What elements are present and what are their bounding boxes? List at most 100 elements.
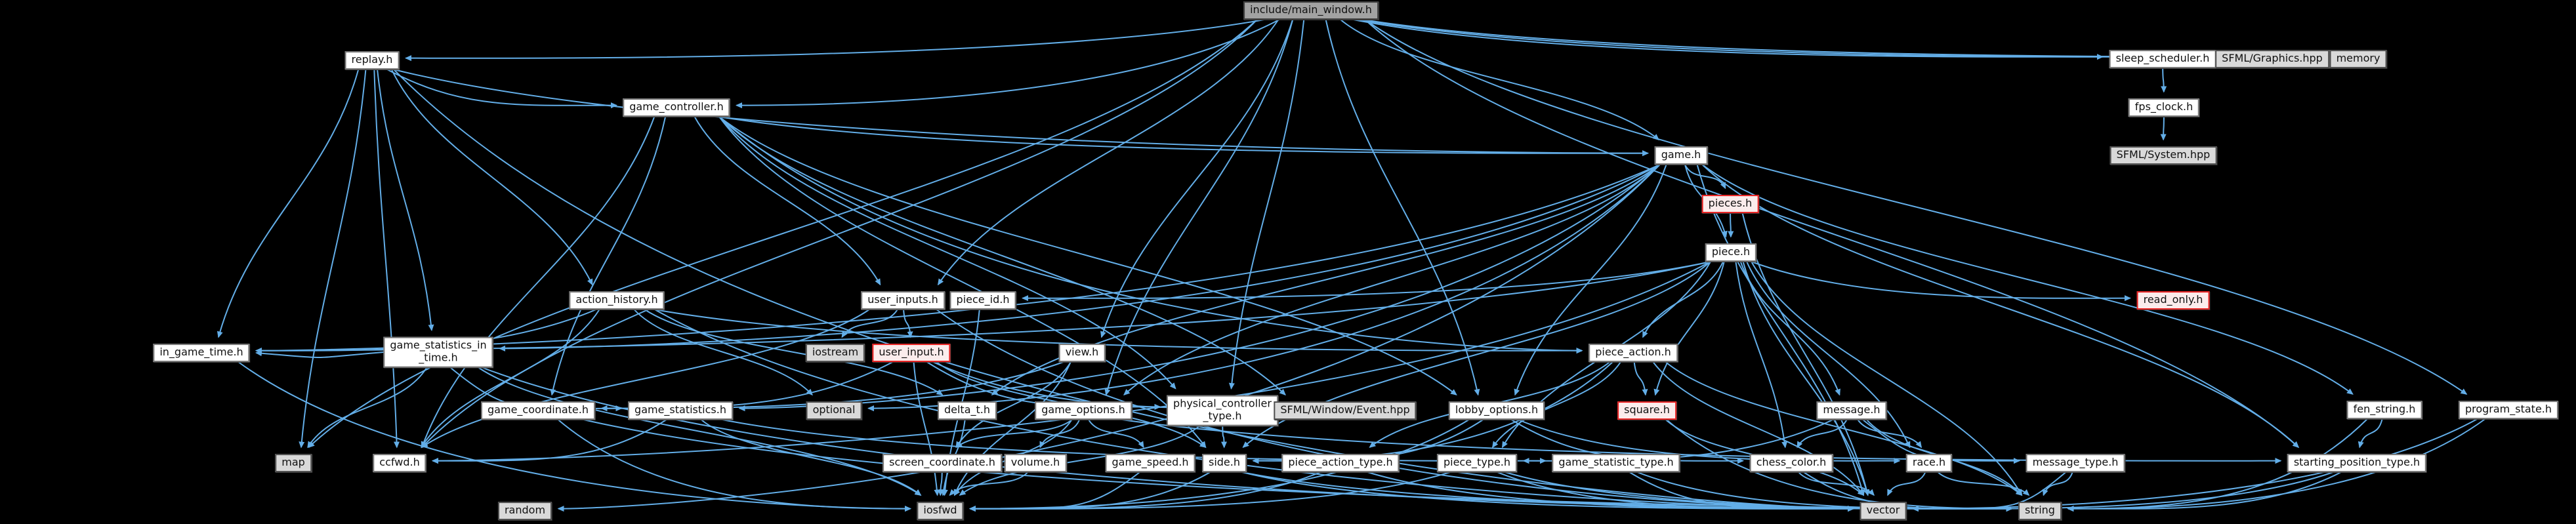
edge-action_history-to-piece_action — [654, 309, 1583, 354]
edge-main_window-to-game_options — [1104, 19, 1294, 396]
edge-starting_position_type-to-vector — [1912, 472, 2334, 512]
edge-screen_coordinate-to-iosfwd — [937, 472, 944, 496]
graph-node-action_history[interactable]: action_history.h — [569, 291, 665, 310]
edge-game_options-to-game_speed — [1088, 419, 1144, 449]
edge-replay-to-in_game_time — [217, 69, 360, 338]
edge-piece-to-square — [1653, 261, 1725, 396]
edge-physical_controller_type-to-iosfwd — [959, 425, 1201, 496]
graph-node-memory: memory — [2329, 50, 2387, 68]
edge-game_controller-to-ccfwd — [421, 116, 655, 449]
graph-node-game_controller[interactable]: game_controller.h — [623, 98, 730, 117]
edge-user_input-to-iosfwd — [913, 361, 940, 496]
edge-game_statistics_in_time-to-in_game_time — [255, 350, 384, 359]
graph-node-view[interactable]: view.h — [1058, 344, 1106, 362]
graph-node-pieces[interactable]: pieces.h — [1701, 195, 1759, 213]
graph-node-piece_action_type[interactable]: piece_action_type.h — [1281, 454, 1400, 472]
edge-replay-to-game_statistics_in_time — [377, 69, 434, 331]
edge-action_history-to-ccfwd — [421, 309, 600, 449]
edge-game-to-in_game_time — [255, 164, 1661, 354]
edge-game_coordinate-to-iosfwd — [558, 419, 911, 512]
edge-replay-to-map — [299, 69, 367, 449]
edge-main_window-to-lobby_options — [1325, 19, 1480, 396]
edge-game_controller-to-game_coordinate — [550, 116, 667, 396]
graph-node-game_speed[interactable]: game_speed.h — [1105, 454, 1195, 472]
graph-node-game_statistics_in_time[interactable]: game_statistics_in _time.h — [383, 336, 493, 368]
edge-main_window-to-game — [1340, 19, 1660, 140]
graph-node-program_state[interactable]: program_state.h — [2458, 401, 2559, 419]
graph-node-user_input[interactable]: user_input.h — [872, 344, 951, 362]
graph-node-fen_string[interactable]: fen_string.h — [2346, 401, 2422, 419]
graph-node-game[interactable]: game.h — [1654, 146, 1708, 165]
graph-node-sleep_scheduler[interactable]: sleep_scheduler.h — [2109, 50, 2216, 68]
graph-node-chess_color[interactable]: chess_color.h — [1749, 454, 1833, 472]
graph-node-read_only[interactable]: read_only.h — [2136, 291, 2210, 310]
graph-node-race[interactable]: race.h — [1905, 454, 1953, 472]
graph-node-side[interactable]: side.h — [1201, 454, 1247, 472]
edge-message_type-to-string — [2042, 472, 2073, 496]
edge-chess_color-to-vector — [1798, 472, 1875, 496]
graph-node-game_statistic_type[interactable]: game_statistic_type.h — [1552, 454, 1680, 472]
graph-node-ccfwd[interactable]: ccfwd.h — [373, 454, 426, 472]
graph-node-replay[interactable]: replay.h — [344, 51, 400, 70]
graph-node-message[interactable]: message.h — [1816, 401, 1887, 420]
graph-node-piece_id[interactable]: piece_id.h — [949, 291, 1016, 310]
edge-game-to-starting_position_type — [1701, 164, 2300, 449]
graph-node-sfml_graphics: SFML/Graphics.hpp — [2215, 50, 2329, 68]
graph-node-piece_action[interactable]: piece_action.h — [1589, 344, 1678, 362]
edge-fen_string-to-starting_position_type — [2358, 418, 2383, 449]
edge-piece-to-ccfwd — [432, 261, 1711, 464]
edge-replay-to-game — [393, 69, 1649, 157]
graph-node-piece_type[interactable]: piece_type.h — [1436, 454, 1518, 472]
graph-node-delta_t[interactable]: delta_t.h — [937, 401, 997, 420]
edge-main_window-to-sleep_scheduler — [1353, 19, 2104, 60]
graph-node-lobby_options[interactable]: lobby_options.h — [1448, 401, 1545, 420]
graph-node-in_game_time[interactable]: in_game_time.h — [153, 344, 250, 362]
edge-lobby_options-to-race — [1518, 419, 1901, 464]
edge-game-to-game_options — [1123, 164, 1661, 396]
graph-node-user_inputs[interactable]: user_inputs.h — [861, 291, 945, 310]
edge-action_history-to-delta_t — [644, 309, 944, 395]
edge-main_window-to-view — [1100, 19, 1294, 338]
edge-game_statistics-to-ccfwd — [432, 419, 667, 464]
edge-game_controller-to-lobby_options — [718, 116, 1457, 395]
graph-node-message_type[interactable]: message_type.h — [2025, 454, 2125, 472]
graph-node-iostream: iostream — [805, 344, 865, 362]
edge-piece_type-to-iosfwd — [969, 472, 1451, 512]
edge-volume-to-iosfwd — [949, 472, 1029, 496]
graph-node-game_statistics[interactable]: game_statistics.h — [628, 401, 733, 420]
edge-game-to-game_statistics_in_time — [499, 164, 1661, 352]
edge-physical_controller_type-to-side — [1221, 426, 1228, 449]
edge-main_window-to-game_controller — [736, 19, 1280, 109]
graph-node-game_options[interactable]: game_options.h — [1035, 401, 1132, 420]
edge-user_inputs-to-user_input — [903, 309, 913, 338]
edge-race-to-string — [1937, 472, 2030, 496]
edge-game_controller-to-sfml_event — [718, 116, 1286, 396]
edge-game-to-optional — [867, 164, 1661, 412]
graph-node-piece[interactable]: piece.h — [1705, 243, 1757, 262]
edge-piece-to-read_only — [1751, 261, 2131, 302]
graph-node-game_coordinate[interactable]: game_coordinate.h — [481, 401, 595, 420]
edge-main_window-to-physical_controller_type — [1228, 19, 1305, 390]
edge-game_options-to-screen_coordinate — [955, 419, 1073, 448]
edge-piece_action-to-vector — [1652, 361, 1865, 496]
edge-message-to-race — [1857, 419, 1922, 449]
graph-node-fps_clock[interactable]: fps_clock.h — [2128, 98, 2200, 117]
edge-sleep_scheduler-to-fps_clock — [2161, 68, 2167, 93]
graph-node-main_window: include/main_window.h — [1243, 1, 1379, 20]
edge-game_statistics_in_time-to-map — [307, 367, 428, 449]
edge-main_window-to-ccfwd — [421, 19, 1258, 449]
edge-game_controller-to-physical_controller_type — [718, 116, 1176, 390]
graph-node-screen_coordinate[interactable]: screen_coordinate.h — [883, 454, 1002, 472]
graph-node-square[interactable]: square.h — [1617, 401, 1676, 420]
graph-node-starting_position_type[interactable]: starting_position_type.h — [2287, 454, 2427, 472]
edge-replay-to-vector — [393, 69, 1854, 512]
graph-node-sfml_system: SFML/System.hpp — [2109, 146, 2217, 165]
edge-main_window-to-program_state — [1364, 19, 2468, 395]
edge-piece-to-string — [1751, 261, 2023, 496]
edge-piece_action-to-piece_type — [1491, 361, 1621, 449]
graph-node-volume[interactable]: volume.h — [1004, 454, 1067, 472]
graph-node-physical_controller_type[interactable]: physical_controller _type.h — [1167, 395, 1278, 426]
edge-game-to-pieces — [1684, 164, 1726, 190]
